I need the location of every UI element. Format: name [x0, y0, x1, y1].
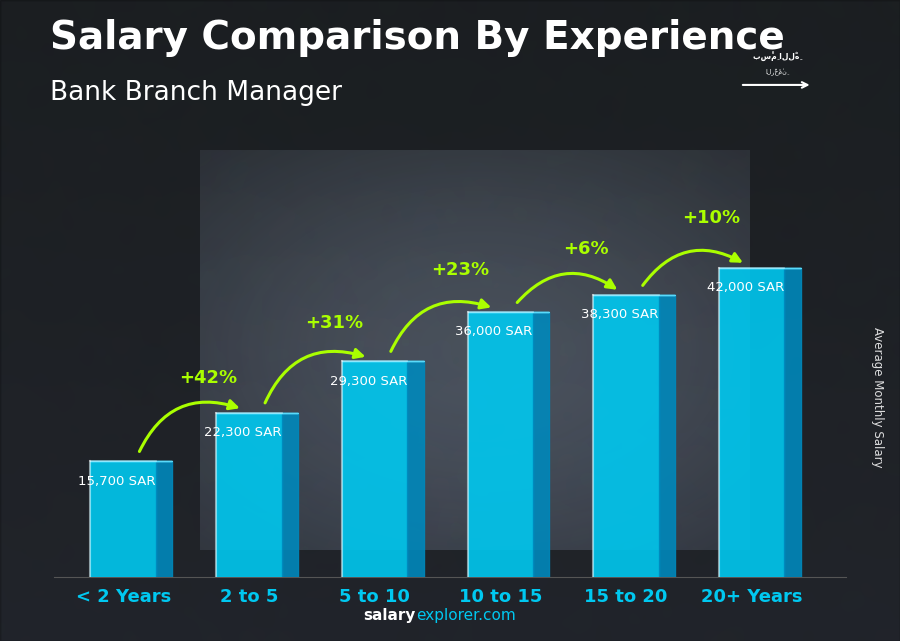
Bar: [468, 312, 533, 577]
Text: 15,700 SAR: 15,700 SAR: [78, 474, 156, 488]
Bar: [719, 268, 785, 577]
Text: salary: salary: [364, 608, 416, 623]
Text: الرَّحْمٰنِ: الرَّحْمٰنِ: [765, 69, 788, 76]
Polygon shape: [156, 462, 172, 577]
Text: +23%: +23%: [431, 261, 489, 279]
Bar: [216, 413, 282, 577]
Text: Bank Branch Manager: Bank Branch Manager: [50, 80, 341, 106]
Text: 29,300 SAR: 29,300 SAR: [329, 374, 407, 388]
Text: 22,300 SAR: 22,300 SAR: [203, 426, 282, 439]
Text: explorer.com: explorer.com: [416, 608, 516, 623]
Text: +42%: +42%: [180, 369, 238, 387]
Text: بِسْمِ اللّٰهِ: بِسْمِ اللّٰهِ: [753, 51, 799, 61]
Polygon shape: [533, 312, 549, 577]
Text: Average Monthly Salary: Average Monthly Salary: [871, 327, 884, 468]
Text: 42,000 SAR: 42,000 SAR: [706, 281, 784, 294]
Text: +31%: +31%: [305, 314, 364, 332]
Bar: [342, 362, 408, 577]
Bar: [91, 462, 156, 577]
Text: 36,000 SAR: 36,000 SAR: [455, 325, 533, 338]
Polygon shape: [408, 362, 424, 577]
Text: +6%: +6%: [563, 240, 608, 258]
Text: Salary Comparison By Experience: Salary Comparison By Experience: [50, 19, 784, 57]
Text: +10%: +10%: [682, 210, 741, 228]
Polygon shape: [785, 268, 801, 577]
Polygon shape: [282, 413, 298, 577]
Polygon shape: [659, 295, 675, 577]
Text: 38,300 SAR: 38,300 SAR: [581, 308, 659, 321]
Bar: [593, 295, 659, 577]
